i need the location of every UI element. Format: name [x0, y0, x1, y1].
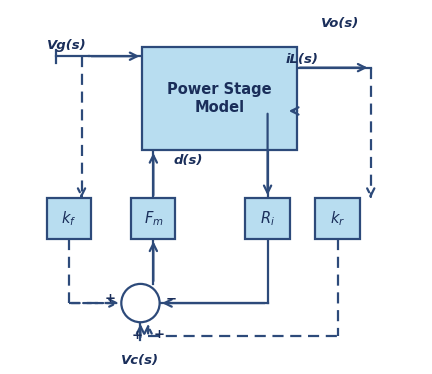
Text: $k_f$: $k_f$ [61, 209, 76, 228]
Text: +: + [105, 292, 116, 305]
Text: Vo(s): Vo(s) [321, 16, 360, 30]
Text: Vg(s): Vg(s) [47, 39, 86, 52]
Text: +: + [131, 329, 142, 342]
Text: $R_i$: $R_i$ [260, 209, 275, 228]
Text: +: + [154, 328, 165, 341]
Text: −: − [165, 292, 176, 305]
Circle shape [121, 284, 160, 322]
Bar [47, 198, 91, 239]
Text: iL(s): iL(s) [286, 53, 319, 67]
Bar [131, 198, 175, 239]
Text: Power Stage
Model: Power Stage Model [167, 82, 272, 115]
Text: $k_r$: $k_r$ [330, 209, 345, 228]
Text: $F_m$: $F_m$ [143, 209, 163, 228]
Bar [142, 47, 297, 150]
Text: d(s): d(s) [174, 154, 203, 167]
Text: Vc(s): Vc(s) [121, 353, 159, 367]
Bar [315, 198, 360, 239]
Bar [245, 198, 290, 239]
